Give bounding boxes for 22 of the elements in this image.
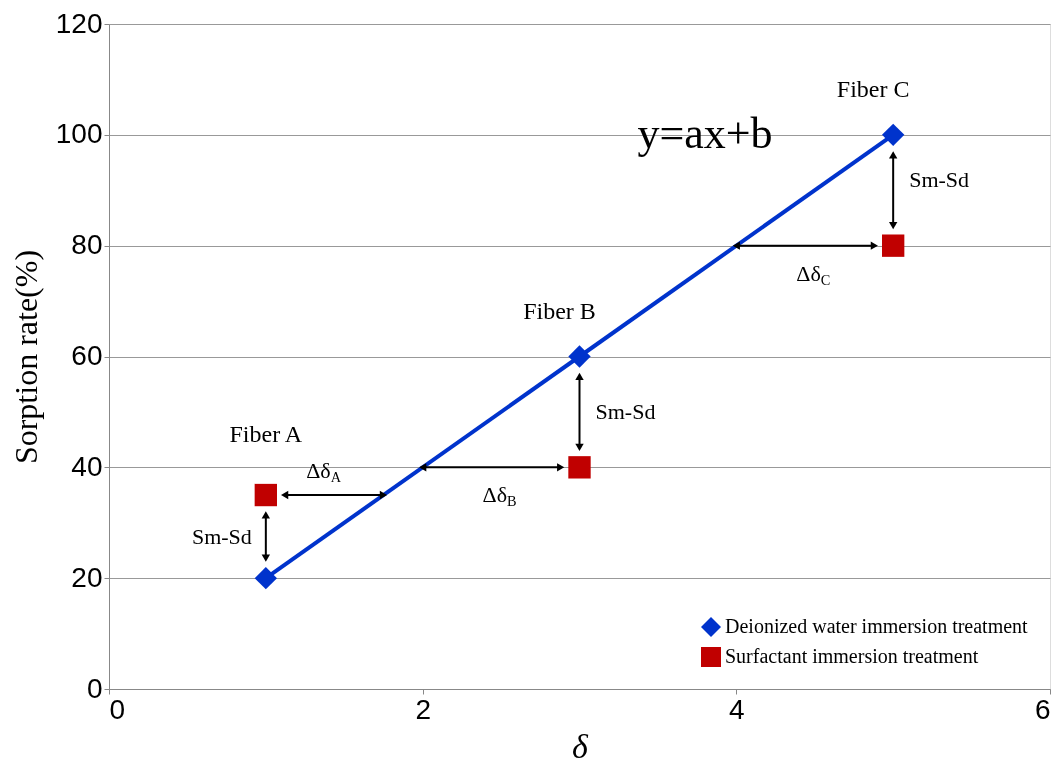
x-tick-label: 6 — [1034, 693, 1051, 725]
annotation: Sm-Sd — [909, 167, 970, 193]
y-tick-label: 60 — [71, 340, 103, 371]
y-axis-title: Sorption rate(%) — [7, 249, 44, 465]
annotation: y=ax+b — [637, 108, 773, 158]
y-tick-label: 80 — [71, 229, 103, 261]
legend-label: Surfactant immersion treatment — [725, 645, 979, 667]
annotation: Fiber C — [836, 75, 910, 102]
x-axis-title: δ — [572, 727, 590, 765]
x-tick-label: 0 — [109, 693, 126, 725]
annotation: Sm-Sd — [595, 398, 656, 424]
y-tick-label: 0 — [86, 672, 103, 704]
y-tick-label: 20 — [71, 561, 103, 593]
annotation: Sm-Sd — [191, 523, 252, 549]
y-tick-label: 100 — [55, 118, 103, 150]
x-tick-label: 4 — [729, 693, 745, 725]
x-tick-label: 2 — [415, 693, 431, 725]
legend-label: Deionized water immersion treatment — [725, 615, 1029, 637]
y-tick-label: 120 — [55, 7, 103, 39]
y-tick-label: 40 — [71, 450, 103, 482]
annotation: Fiber B — [523, 297, 596, 324]
annotation: Fiber A — [229, 421, 303, 448]
